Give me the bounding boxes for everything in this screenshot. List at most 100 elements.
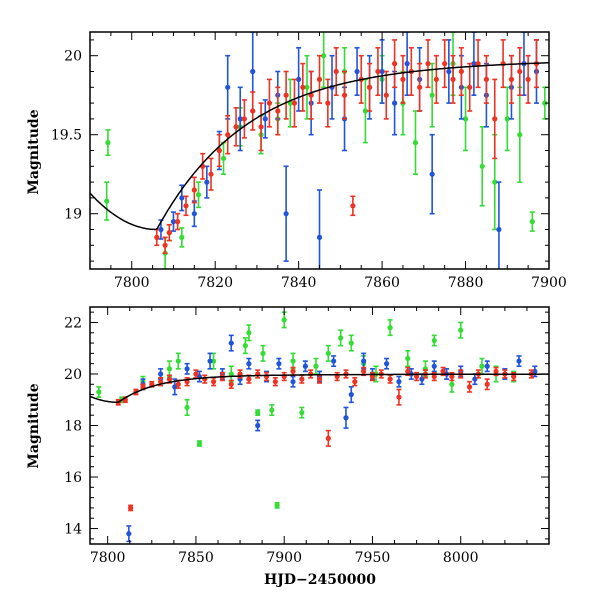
top-red-point xyxy=(508,54,515,104)
top-red-point xyxy=(166,223,172,242)
top-red-point xyxy=(308,70,314,120)
top-red-point xyxy=(475,39,481,89)
bottom-blue-point xyxy=(348,386,354,404)
top-green-point xyxy=(517,86,523,183)
top-data-points xyxy=(104,32,548,269)
top-red-point xyxy=(383,70,389,120)
bottom-blue-point xyxy=(126,525,132,543)
bottom-data-points xyxy=(96,311,538,543)
bottom-y-tick-label: 22 xyxy=(64,315,82,331)
bottom-green-point xyxy=(325,344,331,362)
bottom-green-point xyxy=(260,344,266,362)
bottom-red-point xyxy=(484,378,490,391)
top-red-point xyxy=(350,195,356,217)
top-green-point xyxy=(529,211,535,232)
bottom-blue-point xyxy=(246,357,252,370)
bottom-red-point xyxy=(493,366,499,377)
top-red-point xyxy=(392,39,398,89)
bottom-blue-point xyxy=(290,375,296,388)
top-y-axis-title: Magnitude xyxy=(26,109,42,194)
top-x-tick-label: 7900 xyxy=(531,275,567,291)
bottom-red-point xyxy=(440,366,446,377)
bottom-green-point xyxy=(255,409,261,416)
bottom-red-point xyxy=(272,377,278,387)
bottom-blue-point xyxy=(516,355,522,368)
top-red-point xyxy=(250,91,256,131)
bottom-green-point xyxy=(184,398,190,416)
bottom-blue-point xyxy=(484,360,490,373)
bottom-blue-point xyxy=(431,360,437,373)
bottom-x-tick-label: 7900 xyxy=(266,550,302,566)
top-red-point xyxy=(442,39,448,89)
x-axis-title: HJD−2450000 xyxy=(264,572,376,588)
top-blue-point xyxy=(191,200,197,228)
bottom-panel: 7800 7850 7900 7950 8000 14 16 18 20 22 Magnitude… xyxy=(26,306,550,588)
top-blue-point xyxy=(262,99,268,139)
top-red-point xyxy=(467,62,473,112)
bottom-red-point xyxy=(475,369,481,379)
top-blue-point xyxy=(429,133,435,215)
top-red-point xyxy=(225,114,231,155)
top-red-point xyxy=(258,102,264,152)
bottom-green-point xyxy=(274,501,280,509)
top-x-tick-label: 7820 xyxy=(197,275,233,291)
top-red-point xyxy=(433,54,439,104)
top-red-point xyxy=(266,78,273,128)
top-red-point xyxy=(208,157,214,191)
top-red-point xyxy=(400,54,406,104)
top-red-point xyxy=(366,62,373,112)
bottom-blue-point xyxy=(184,362,190,375)
bottom-green-point xyxy=(313,357,319,375)
bottom-blue-point xyxy=(228,334,234,352)
bottom-red-point xyxy=(396,388,402,406)
bottom-red-point xyxy=(325,429,331,447)
bottom-y-tick-label: 14 xyxy=(64,522,82,538)
bottom-green-point xyxy=(405,349,411,368)
top-red-point xyxy=(191,176,197,204)
top-red-point xyxy=(283,70,289,120)
top-red-point xyxy=(175,212,181,231)
bottom-green-point xyxy=(196,440,203,447)
top-red-point xyxy=(316,54,323,104)
top-blue-point xyxy=(237,86,243,152)
bottom-red-point xyxy=(449,371,455,382)
bottom-blue-point xyxy=(255,419,261,432)
bottom-blue-point xyxy=(331,355,337,368)
bottom-y-tick-label: 16 xyxy=(64,470,82,486)
bottom-red-point xyxy=(128,504,134,512)
top-x-tick-label: 7860 xyxy=(364,275,400,291)
top-green-point xyxy=(321,32,327,89)
top-red-point xyxy=(450,54,456,104)
bottom-red-point xyxy=(228,379,234,389)
top-red-point xyxy=(216,133,222,168)
bottom-green-point xyxy=(290,352,296,370)
top-blue-point xyxy=(496,181,502,269)
top-red-point xyxy=(500,39,506,89)
bottom-red-point xyxy=(352,377,358,387)
bottom-blue-point xyxy=(302,360,308,373)
bottom-blue-point xyxy=(361,352,367,370)
top-green-point xyxy=(479,126,485,207)
top-blue-point xyxy=(471,32,477,96)
top-red-point xyxy=(275,86,281,136)
top-axes: 7800 7820 7840 7860 7880 7900 19 19.5 20 xyxy=(51,32,567,291)
bottom-green-point xyxy=(246,324,252,342)
top-model-curve xyxy=(90,62,549,231)
bottom-green-point xyxy=(175,352,181,370)
bottom-green-point xyxy=(479,357,485,375)
top-y-tick-label: 20 xyxy=(64,49,82,65)
top-green-point xyxy=(179,227,185,248)
top-red-point xyxy=(458,46,464,96)
bottom-blue-point xyxy=(383,357,390,370)
bottom-red-point xyxy=(528,369,534,379)
top-green-point xyxy=(362,78,368,144)
top-red-point xyxy=(492,78,498,160)
top-red-point xyxy=(341,70,348,120)
top-blue-point xyxy=(404,32,410,96)
top-red-point xyxy=(162,236,168,254)
top-y-tick-label: 19 xyxy=(64,207,82,223)
top-green-point xyxy=(287,78,293,128)
top-green-point xyxy=(104,181,110,221)
bottom-blue-point xyxy=(396,375,402,388)
top-blue-point xyxy=(296,46,302,112)
